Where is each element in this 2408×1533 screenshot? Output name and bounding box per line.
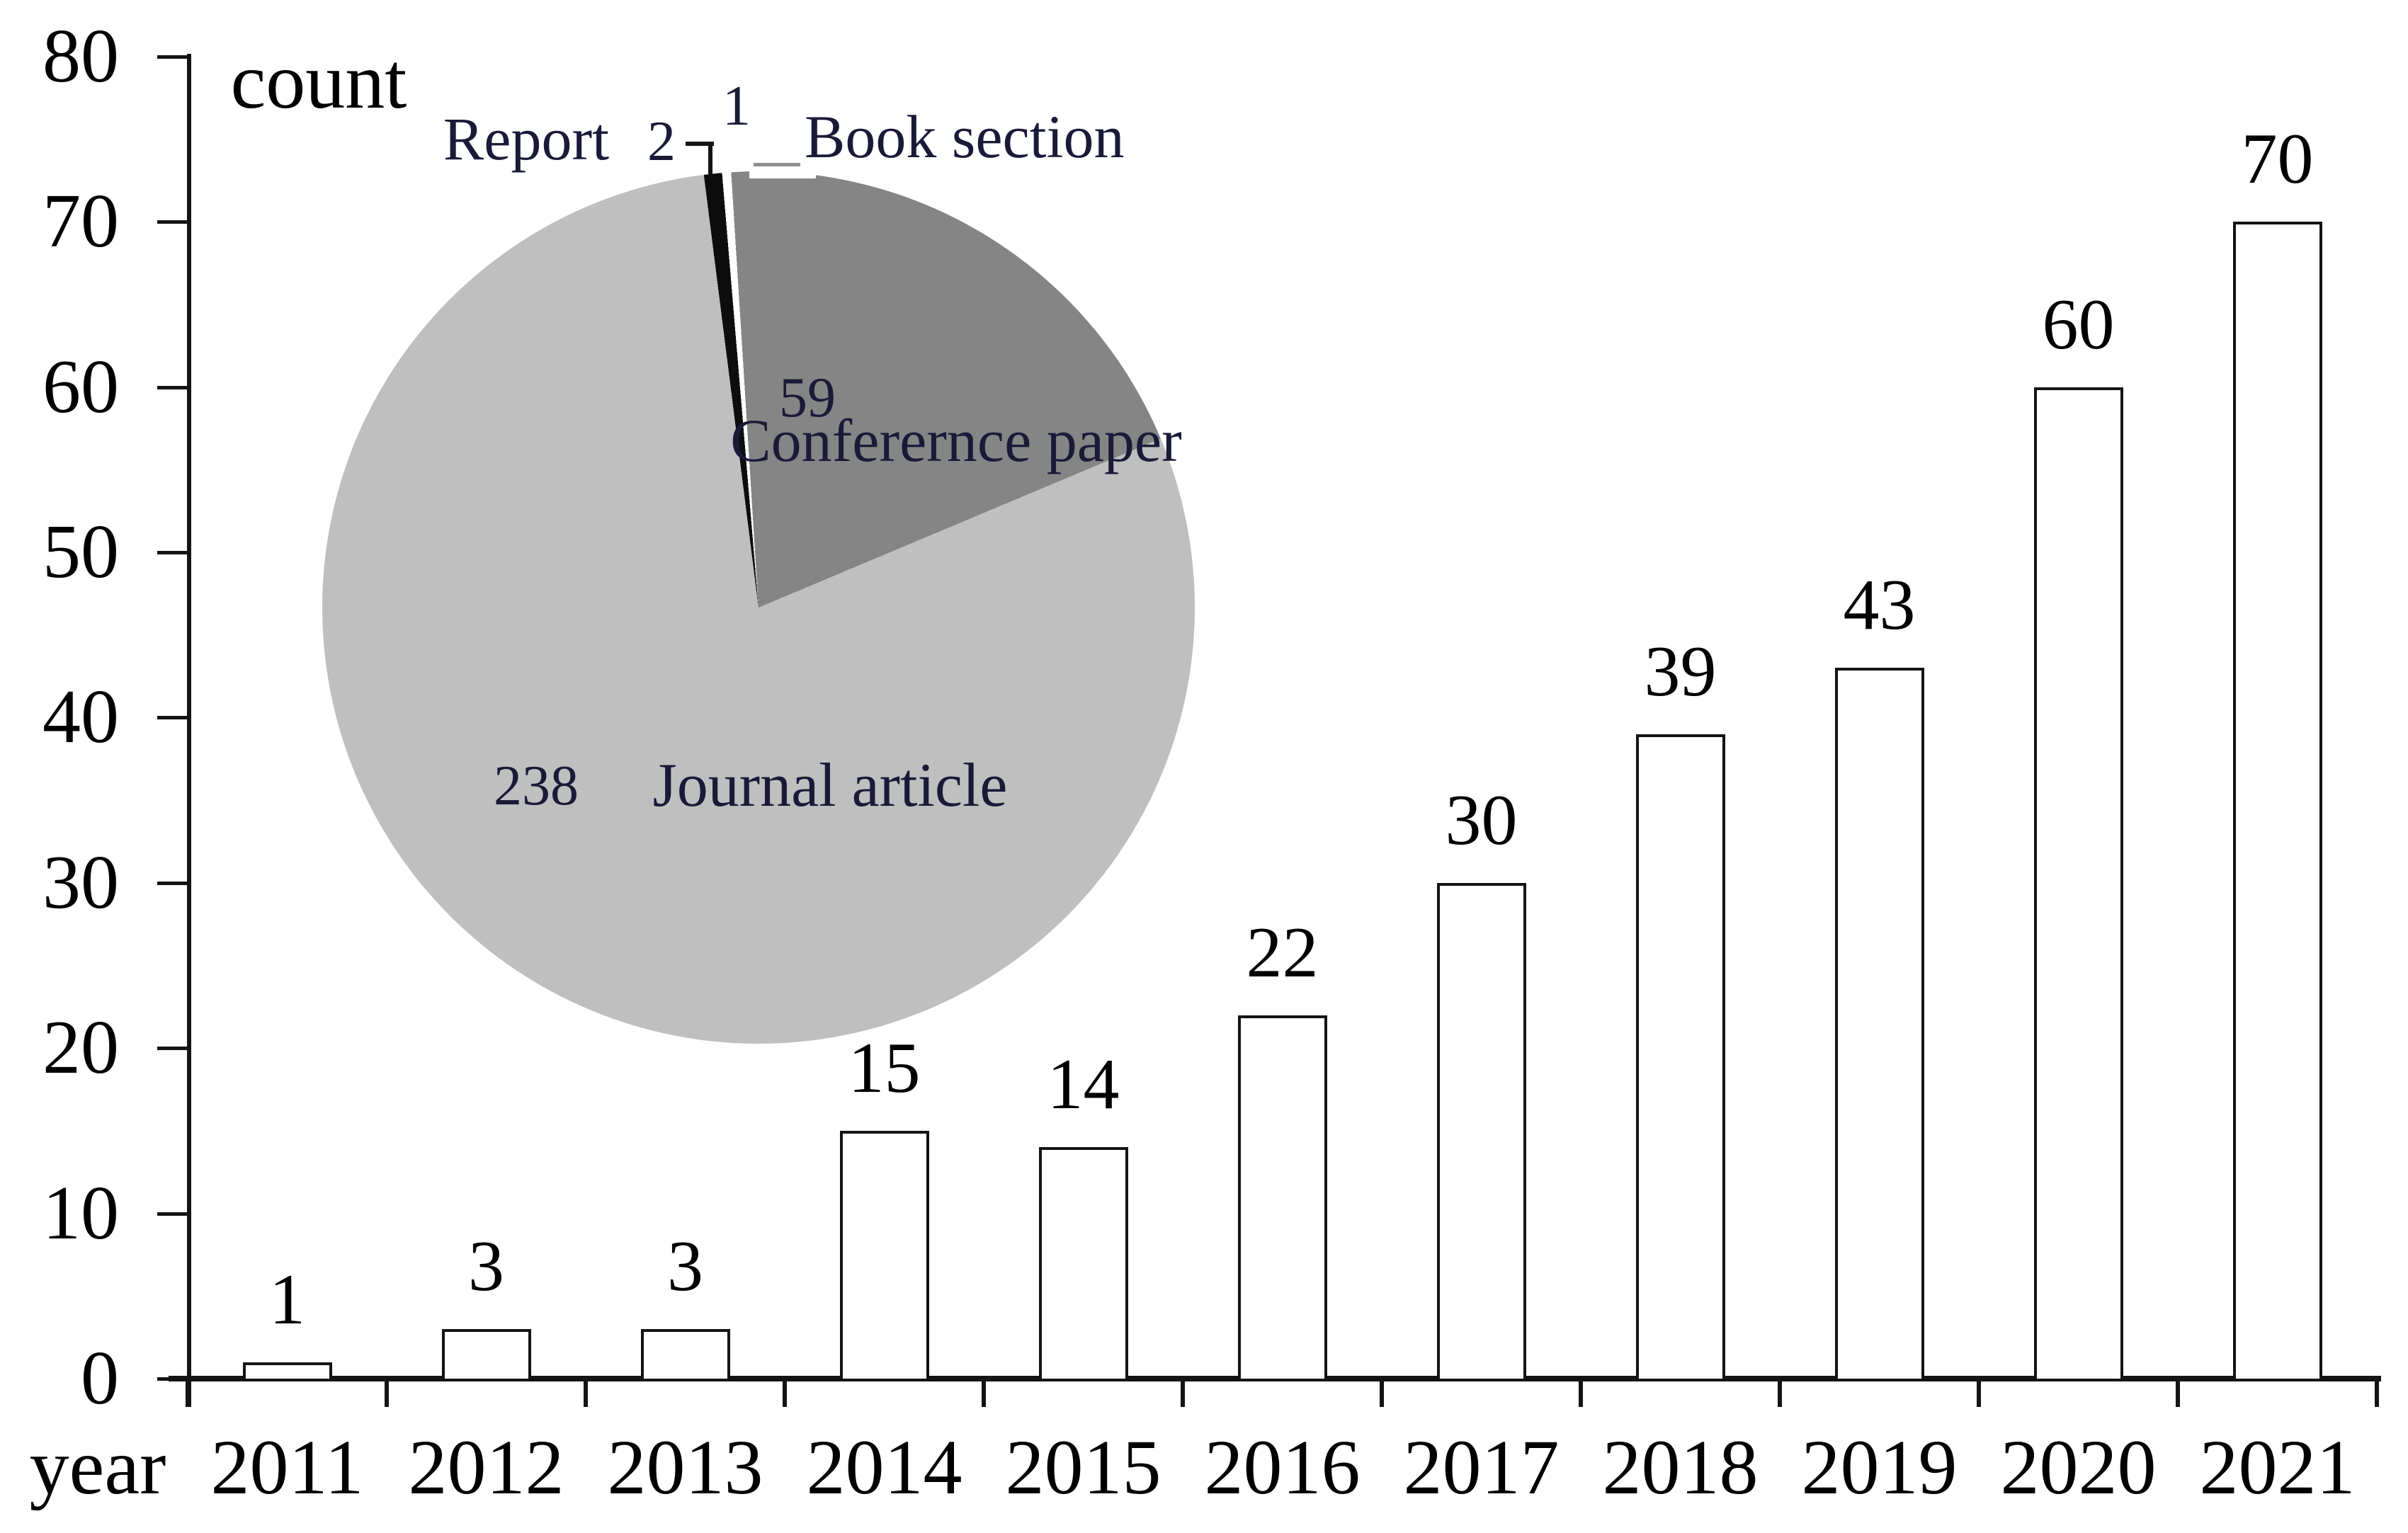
pie-value-book-section: 1 bbox=[722, 75, 751, 137]
y-tick-80 bbox=[157, 55, 191, 59]
x-tick-label-2018: 2018 bbox=[1602, 1424, 1759, 1510]
x-tick-label-2011: 2011 bbox=[210, 1424, 364, 1510]
bar-value-label-2017: 30 bbox=[1445, 780, 1518, 860]
y-axis-title: count bbox=[230, 38, 407, 125]
bar-2018 bbox=[1636, 734, 1725, 1381]
bar-value-label-2018: 39 bbox=[1644, 632, 1717, 712]
bar-2017 bbox=[1437, 883, 1526, 1381]
pie-label-report: Report bbox=[443, 105, 609, 173]
bar-value-label-2013: 3 bbox=[667, 1226, 703, 1306]
pie-label-book-section: Book section bbox=[805, 103, 1125, 171]
x-tick-label-2020: 2020 bbox=[2000, 1424, 2157, 1510]
bar-value-label-2016: 22 bbox=[1246, 913, 1319, 993]
y-tick-label-40: 40 bbox=[42, 675, 119, 759]
report-leader-line-vertical bbox=[708, 142, 712, 174]
bar-value-label-2012: 3 bbox=[468, 1226, 504, 1306]
x-tick-label-2015: 2015 bbox=[1005, 1424, 1162, 1510]
x-tick-9 bbox=[1977, 1379, 1981, 1407]
bar-value-label-2011: 1 bbox=[269, 1260, 305, 1340]
x-tick-label-2013: 2013 bbox=[607, 1424, 763, 1510]
y-tick-60 bbox=[157, 386, 191, 389]
y-tick-label-60: 60 bbox=[42, 345, 119, 429]
y-tick-label-70: 70 bbox=[42, 179, 119, 263]
bar-2016 bbox=[1238, 1015, 1327, 1381]
bar-2011 bbox=[243, 1362, 332, 1381]
x-tick-label-2014: 2014 bbox=[806, 1424, 962, 1510]
y-tick-label-20: 20 bbox=[42, 1005, 119, 1090]
x-tick-4 bbox=[982, 1379, 986, 1407]
y-tick-label-80: 80 bbox=[42, 14, 119, 98]
x-tick-5 bbox=[1181, 1379, 1185, 1407]
y-tick-label-30: 30 bbox=[42, 840, 119, 925]
pie-value-report: 2 bbox=[647, 110, 676, 173]
x-axis-title: year bbox=[29, 1423, 166, 1511]
pie-value-journal-article: 238 bbox=[494, 755, 579, 817]
y-tick-0 bbox=[157, 1377, 191, 1381]
x-tick-3 bbox=[783, 1379, 787, 1407]
x-tick-label-2019: 2019 bbox=[1801, 1424, 1958, 1510]
bar-value-label-2021: 70 bbox=[2241, 119, 2314, 199]
y-tick-40 bbox=[157, 716, 191, 719]
bar-2013 bbox=[641, 1329, 730, 1381]
x-tick-7 bbox=[1579, 1379, 1583, 1407]
x-tick-8 bbox=[1778, 1379, 1782, 1407]
pie-value-conference-paper: 59 bbox=[779, 367, 836, 429]
bar-2021 bbox=[2233, 222, 2322, 1381]
y-tick-10 bbox=[157, 1212, 191, 1216]
x-tick-10 bbox=[2176, 1379, 2180, 1407]
x-tick-label-2016: 2016 bbox=[1204, 1424, 1361, 1510]
x-tick-6 bbox=[1380, 1379, 1384, 1407]
pie-label-journal-article: Journal article bbox=[652, 751, 1008, 820]
book-section-leader-line bbox=[754, 163, 800, 166]
y-tick-70 bbox=[157, 220, 191, 224]
bar-value-label-2020: 60 bbox=[2042, 285, 2115, 365]
y-tick-label-50: 50 bbox=[42, 510, 119, 594]
report-leader-line bbox=[686, 142, 714, 146]
y-tick-label-0: 0 bbox=[81, 1336, 119, 1420]
x-tick-label-2021: 2021 bbox=[2199, 1424, 2356, 1510]
pie-label-conference-paper: Conferernce paper bbox=[730, 406, 1182, 474]
y-tick-50 bbox=[157, 551, 191, 554]
bar-2015 bbox=[1039, 1147, 1128, 1381]
x-tick-label-2017: 2017 bbox=[1403, 1424, 1560, 1510]
x-tick-11 bbox=[2375, 1379, 2379, 1407]
x-tick-1 bbox=[385, 1379, 389, 1407]
bar-value-label-2015: 14 bbox=[1047, 1044, 1120, 1124]
pie-circle bbox=[322, 171, 1195, 1044]
bar-2019 bbox=[1835, 668, 1924, 1381]
y-tick-20 bbox=[157, 1047, 191, 1050]
bar-value-label-2014: 15 bbox=[848, 1028, 921, 1108]
y-axis-line bbox=[187, 54, 191, 1407]
bar-2020 bbox=[2034, 387, 2123, 1381]
y-tick-label-10: 10 bbox=[42, 1171, 119, 1255]
y-tick-30 bbox=[157, 882, 191, 885]
bar-2012 bbox=[442, 1329, 531, 1381]
bar-2014 bbox=[840, 1131, 929, 1381]
x-tick-0 bbox=[186, 1379, 190, 1407]
bar-value-label-2019: 43 bbox=[1843, 565, 1916, 645]
x-tick-2 bbox=[584, 1379, 588, 1407]
x-tick-label-2012: 2012 bbox=[408, 1424, 564, 1510]
